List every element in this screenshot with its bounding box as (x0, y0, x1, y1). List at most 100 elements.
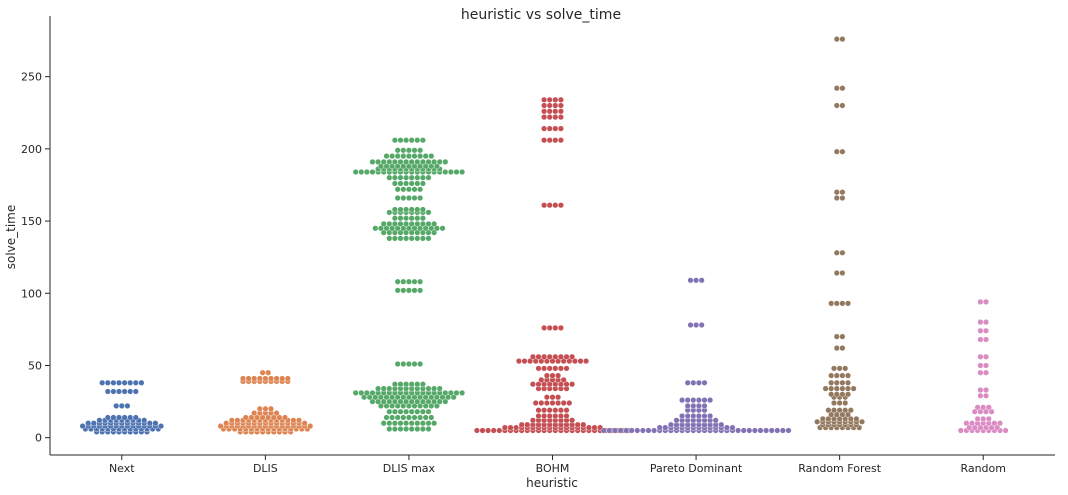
data-point (836, 407, 843, 414)
data-point (251, 375, 258, 382)
data-point (389, 414, 396, 421)
data-point (583, 358, 590, 365)
data-point (529, 353, 536, 360)
data-point (611, 427, 618, 434)
data-point (667, 421, 674, 428)
data-point (397, 420, 404, 427)
data-point (701, 397, 708, 404)
data-point (431, 229, 438, 236)
data-point (386, 420, 393, 427)
data-point (479, 427, 486, 434)
data-point (419, 220, 426, 227)
data-point (405, 194, 412, 201)
data-point (408, 174, 415, 181)
data-point (400, 147, 407, 154)
data-point (563, 407, 570, 414)
data-point (552, 125, 559, 132)
data-point (541, 137, 548, 144)
data-point (405, 278, 412, 285)
data-point (695, 379, 702, 386)
data-point (839, 85, 846, 92)
y-axis-ticks: 0 50 100 150 200 250 (21, 71, 50, 445)
data-point (833, 300, 840, 307)
data-point (380, 385, 387, 392)
data-point (414, 215, 421, 222)
data-point (397, 408, 404, 415)
data-point (763, 427, 770, 434)
data-point (391, 426, 398, 433)
data-point (563, 353, 570, 360)
data-point (585, 424, 592, 431)
data-point (400, 287, 407, 294)
data-point (751, 427, 758, 434)
data-point (828, 385, 835, 392)
data-point (301, 420, 308, 427)
data-point (391, 215, 398, 222)
data-point (701, 379, 708, 386)
data-point (431, 220, 438, 227)
data-point (850, 385, 857, 392)
data-point (386, 235, 393, 242)
data-point (977, 362, 984, 369)
data-point (980, 404, 987, 411)
data-point (853, 415, 860, 422)
data-point (833, 379, 840, 386)
data-point (977, 319, 984, 326)
data-point (591, 424, 598, 431)
data-point (983, 369, 990, 376)
data-point (723, 424, 730, 431)
data-point (259, 369, 266, 376)
data-point (386, 385, 393, 392)
data-point (459, 168, 466, 175)
data-point (268, 375, 275, 382)
data-point (693, 322, 700, 329)
data-point (994, 424, 1001, 431)
data-point (394, 147, 401, 154)
data-point (985, 415, 992, 422)
data-point (557, 125, 564, 132)
data-point (414, 235, 421, 242)
data-point (577, 358, 584, 365)
data-point (839, 372, 846, 379)
data-point (419, 180, 426, 187)
data-point (546, 125, 553, 132)
data-point (414, 408, 421, 415)
x-tick-label: DLIS (253, 462, 278, 475)
data-point (673, 417, 680, 424)
data-point (740, 427, 747, 434)
data-point (552, 413, 559, 420)
data-point (273, 410, 280, 417)
data-point (729, 424, 736, 431)
data-point (969, 420, 976, 427)
data-point (363, 168, 370, 175)
data-point (606, 427, 613, 434)
data-point (459, 389, 466, 396)
data-point (394, 287, 401, 294)
data-point (535, 365, 542, 372)
data-point (425, 385, 432, 392)
data-point (417, 153, 424, 160)
data-point (983, 298, 990, 305)
data-point (419, 381, 426, 388)
data-point (546, 407, 553, 414)
data-point (268, 405, 275, 412)
data-point (557, 137, 564, 144)
data-point (839, 385, 846, 392)
data-point (825, 407, 832, 414)
data-point (546, 353, 553, 360)
data-point (538, 376, 545, 383)
data-point (842, 407, 849, 414)
data-point (419, 137, 426, 144)
data-point (414, 180, 421, 187)
data-point (403, 420, 410, 427)
data-point (400, 361, 407, 368)
data-point (96, 417, 103, 424)
data-point (400, 153, 407, 160)
data-point (411, 186, 418, 193)
data-point (557, 413, 564, 420)
data-point (419, 426, 426, 433)
data-point (217, 423, 224, 430)
data-point (411, 194, 418, 201)
data-point (541, 102, 548, 109)
data-point (132, 414, 139, 421)
